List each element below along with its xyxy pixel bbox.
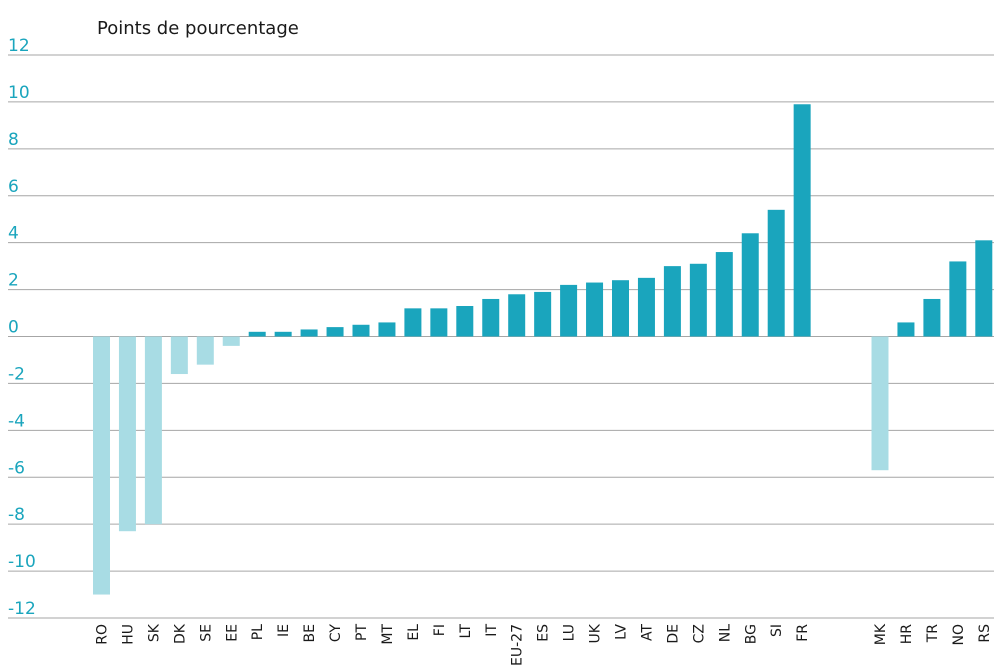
- x-tick-label: IT: [484, 624, 500, 637]
- x-tick-label: EE: [224, 624, 240, 642]
- x-tick-label: SK: [146, 623, 162, 642]
- bar: [300, 329, 318, 337]
- x-tick-label: TR: [925, 624, 941, 644]
- x-tick-label: EL: [406, 624, 422, 641]
- bar: [689, 263, 707, 337]
- y-tick-label: -2: [8, 364, 25, 384]
- bar: [248, 331, 266, 337]
- x-tick-label: RO: [95, 624, 111, 645]
- bar: [326, 327, 344, 337]
- x-tick-label: SE: [198, 624, 214, 642]
- x-tick-label: BE: [302, 624, 318, 642]
- bar: [560, 284, 578, 337]
- y-tick-label: 2: [8, 271, 19, 291]
- y-tick-label: -10: [8, 552, 36, 572]
- y-tick-label: 4: [8, 224, 19, 244]
- x-tick-label: PT: [354, 624, 370, 641]
- bar: [534, 291, 552, 337]
- x-tick-label: FI: [432, 624, 448, 636]
- bar: [975, 240, 993, 337]
- y-tick-label: 8: [8, 130, 19, 150]
- x-tick-label: CZ: [691, 624, 707, 643]
- x-tick-label: AT: [639, 624, 655, 641]
- x-tick-label: NO: [951, 624, 967, 646]
- bar: [274, 331, 292, 337]
- x-tick-label: LV: [614, 624, 630, 640]
- x-tick-label: PL: [250, 624, 266, 640]
- bar: [949, 261, 967, 337]
- x-tick-label: MT: [380, 624, 396, 645]
- y-tick-label: -8: [8, 505, 25, 525]
- bar: [871, 336, 889, 471]
- x-tick-label: HR: [899, 624, 915, 645]
- bar: [118, 336, 136, 532]
- x-tick-label: MK: [873, 623, 889, 645]
- bar: [663, 266, 681, 337]
- bar: [404, 308, 422, 337]
- bar: [637, 277, 655, 337]
- x-tick-label: LT: [458, 624, 474, 639]
- x-tick-label: RS: [977, 624, 993, 643]
- y-tick-label: 6: [8, 177, 19, 197]
- x-tick-label: EU-27: [510, 624, 526, 666]
- x-tick-label: BG: [743, 624, 759, 644]
- x-tick-label: ES: [536, 624, 552, 642]
- bar: [144, 336, 162, 525]
- bar: [196, 336, 214, 365]
- x-tick-label: DE: [665, 624, 681, 644]
- bar: [93, 336, 110, 595]
- x-tick-label: UK: [588, 623, 604, 643]
- bar: [897, 322, 915, 337]
- bar: [923, 298, 941, 337]
- y-tick-label: 0: [8, 318, 19, 338]
- bar: [741, 233, 759, 337]
- y-axis-title: Points de pourcentage: [97, 18, 299, 39]
- bar: [456, 306, 474, 337]
- bar: [430, 308, 448, 337]
- bar: [508, 294, 526, 337]
- y-tick-label: 10: [8, 83, 30, 103]
- x-tick-label: HU: [120, 624, 136, 645]
- bar: [715, 252, 733, 337]
- y-tick-label: -12: [8, 599, 36, 619]
- y-tick-label: -6: [8, 458, 25, 478]
- x-tick-label: SI: [769, 624, 785, 637]
- x-tick-label: IE: [276, 624, 292, 637]
- x-tick-label: DK: [172, 623, 188, 644]
- bar: [586, 282, 604, 337]
- bar: [352, 324, 370, 337]
- bar: [378, 322, 396, 337]
- bar: [222, 336, 240, 346]
- x-tick-label: CY: [328, 624, 344, 643]
- x-tick-label: NL: [717, 624, 733, 642]
- bar: [767, 209, 785, 337]
- x-tick-label: FR: [795, 624, 811, 642]
- bar: [793, 104, 811, 337]
- bar: [482, 298, 500, 337]
- y-tick-label: 12: [8, 36, 30, 56]
- bar: [170, 336, 188, 375]
- y-tick-label: -4: [8, 411, 25, 431]
- bar: [612, 280, 629, 337]
- x-tick-label: LU: [562, 624, 578, 641]
